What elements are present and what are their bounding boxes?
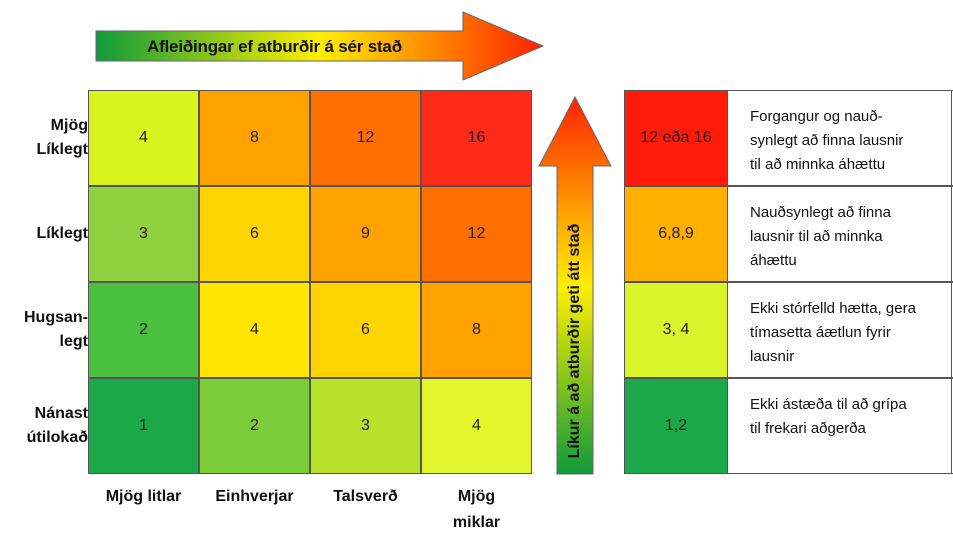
legend-description-line: Nauðsynlegt að finna — [750, 204, 891, 221]
row-label-line: legt — [59, 333, 88, 350]
legend-description-line: Ekki ástæða til að grípa — [750, 396, 907, 413]
risk-cell: 12 — [310, 90, 421, 186]
risk-cell: 4 — [199, 282, 310, 378]
legend-swatch: 3, 4 — [624, 282, 728, 378]
column-label-line: miklar — [452, 514, 501, 531]
column-label-line: Mjög — [457, 488, 496, 505]
consequence-arrow: Afleiðingar ef atburðir á sér stað — [95, 11, 545, 81]
risk-cell: 2 — [199, 378, 310, 474]
row-label-line: Hugsan- — [24, 309, 88, 326]
likelihood-arrow: Líkur á að atburðir geti átt stað — [535, 96, 615, 476]
risk-cell: 4 — [88, 90, 199, 186]
legend-description-line: áhættu — [750, 252, 797, 269]
row-label: Líklegt — [0, 186, 88, 282]
legend-description-line: synlegt að finna lausnir — [750, 132, 904, 149]
row-label-line: útilokað — [26, 429, 88, 446]
legend-description: Ekki stórfelld hætta, gera tímasetta áætl… — [728, 282, 953, 378]
consequence-arrow-shape — [95, 11, 545, 81]
legend-description-line: tímasetta áætlun fyrir — [750, 324, 891, 341]
consequence-arrow-label: Afleiðingar ef atburðir á sér stað — [147, 37, 402, 56]
legend-swatch: 1,2 — [624, 378, 728, 474]
column-label: Mjög miklar — [421, 484, 532, 536]
column-label-line: Talsverð — [333, 488, 398, 505]
row-label: Hugsan-legt — [0, 282, 88, 378]
risk-cell: 1 — [88, 378, 199, 474]
risk-legend: 12 eða 16 Forgangur og nauð-synlegt að fi… — [624, 90, 953, 474]
likelihood-arrow-shape — [538, 96, 612, 475]
risk-matrix: 4 8 12 16 3 6 9 12 2 4 6 8 1 2 3 4 — [88, 90, 532, 474]
column-label: Einhverjar — [199, 484, 310, 510]
risk-cell: 3 — [88, 186, 199, 282]
legend-swatch: 6,8,9 — [624, 186, 728, 282]
row-label-line: Mjög — [50, 117, 88, 134]
risk-cell: 16 — [421, 90, 532, 186]
column-label-line: Mjög litlar — [105, 488, 182, 505]
legend-description-line: Ekki stórfelld hætta, gera — [750, 300, 916, 317]
risk-cell: 8 — [199, 90, 310, 186]
legend-swatch: 12 eða 16 — [624, 90, 728, 186]
likelihood-arrow-label: Líkur á að atburðir geti átt stað — [566, 223, 583, 459]
legend-description-line: til að minnka áhættu — [750, 156, 886, 173]
risk-cell: 12 — [421, 186, 532, 282]
column-label-line: Einhverjar — [215, 488, 294, 505]
risk-cell: 3 — [310, 378, 421, 474]
risk-cell: 6 — [310, 282, 421, 378]
row-label: Mjög Líklegt — [0, 90, 88, 186]
column-label: Talsverð — [310, 484, 421, 510]
legend-description-line: lausnir til að minnka — [750, 228, 883, 245]
row-label: Nánast útilokað — [0, 378, 88, 474]
risk-cell: 8 — [421, 282, 532, 378]
row-label-line: Líklegt — [36, 141, 88, 158]
legend-description: Ekki ástæða til að grípa til frekari aðge… — [728, 378, 953, 474]
legend-description-line: til frekari aðgerða — [750, 420, 866, 437]
risk-cell: 4 — [421, 378, 532, 474]
legend-description: Nauðsynlegt að finna lausnir til að minnk… — [728, 186, 953, 282]
risk-cell: 9 — [310, 186, 421, 282]
column-label: Mjög litlar — [88, 484, 199, 510]
legend-description-line: Forgangur og nauð- — [750, 108, 883, 125]
row-label-line: Líklegt — [36, 225, 88, 242]
risk-cell: 2 — [88, 282, 199, 378]
legend-description-line: lausnir — [750, 348, 795, 365]
risk-cell: 6 — [199, 186, 310, 282]
row-label-line: Nánast — [34, 405, 88, 422]
legend-description: Forgangur og nauð-synlegt að finna lausn… — [728, 90, 953, 186]
